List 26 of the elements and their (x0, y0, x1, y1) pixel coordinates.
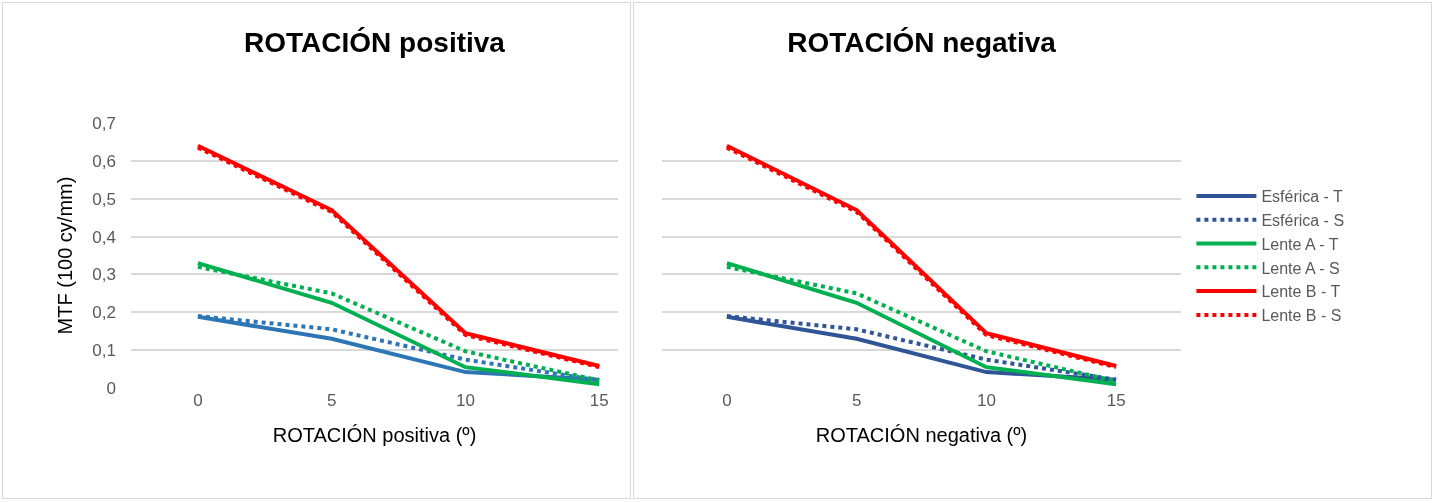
x-tick-label: 0 (193, 391, 203, 410)
y-tick-label: 0,7 (92, 113, 116, 133)
x-axis-title: ROTACIÓN positiva (º) (272, 423, 477, 446)
legend-label: Lente A - T (1261, 235, 1339, 253)
legend-label: Esférica - T (1261, 188, 1344, 206)
x-tick-label: 5 (851, 391, 862, 410)
y-tick-label: 0,2 (92, 303, 116, 323)
y-tick-label: 0,1 (92, 341, 116, 361)
y-tick-label: 0,3 (92, 265, 116, 285)
chart-title: ROTACIÓN positiva (244, 27, 506, 59)
y-axis-title: MTF (100 cy/mm) (53, 176, 76, 335)
legend-label: Lente B - T (1261, 283, 1341, 301)
x-tick-label: 10 (976, 391, 996, 410)
y-tick-label: 0,4 (92, 227, 116, 247)
y-tick-label: 0,6 (92, 151, 116, 171)
legend-label: Lente A - S (1261, 259, 1340, 277)
chart-title: ROTACIÓN negativa (787, 27, 1057, 59)
x-tick-label: 0 (722, 391, 732, 410)
y-tick-label: 0,5 (92, 189, 116, 209)
x-axis-title: ROTACIÓN negativa (º) (815, 423, 1028, 446)
legend-label: Lente B - S (1261, 307, 1342, 325)
x-tick-label: 5 (326, 391, 337, 410)
x-tick-label: 15 (1106, 391, 1126, 410)
legend-label: Esférica - S (1261, 211, 1345, 229)
x-tick-label: 15 (589, 391, 609, 410)
x-tick-label: 10 (456, 391, 475, 410)
